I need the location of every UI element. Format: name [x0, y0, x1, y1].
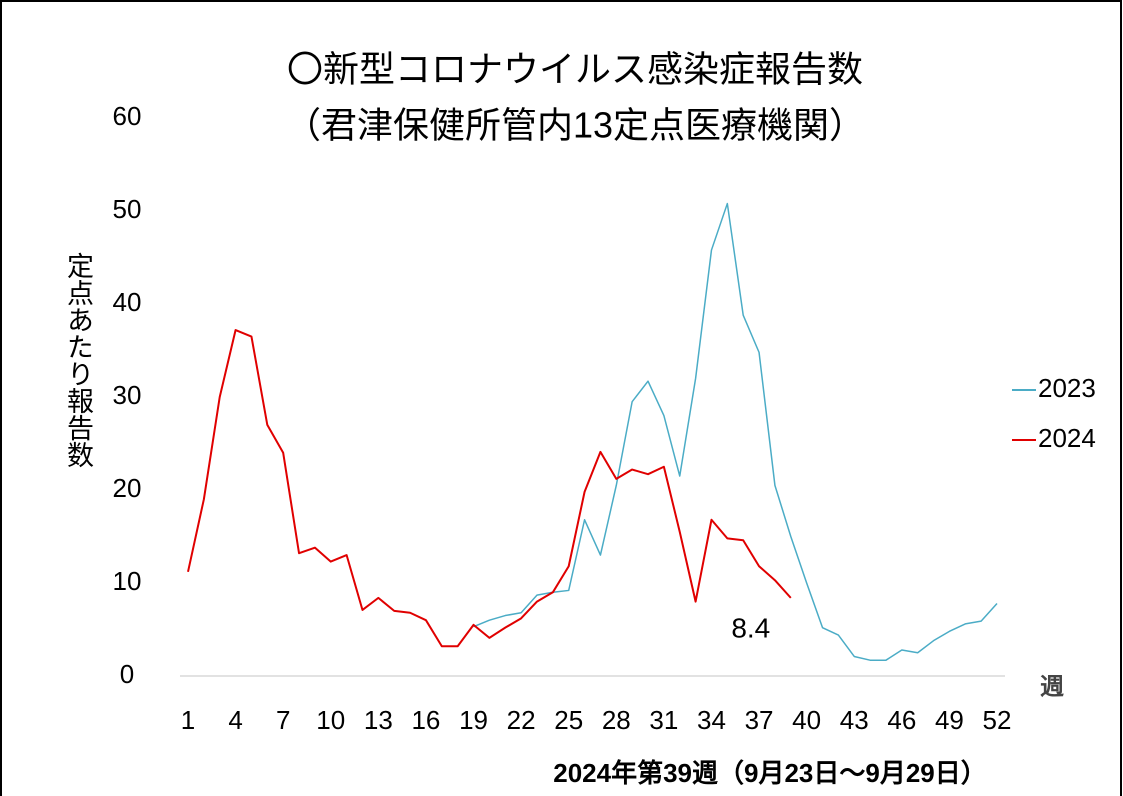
x-tick-label: 52 [983, 705, 1012, 735]
legend-label: 2023 [1038, 373, 1096, 403]
x-tick-label: 46 [887, 705, 916, 735]
y-tick-label: 20 [113, 473, 142, 503]
footer-note: 2024年第39週（9月23日～9月29日） [553, 758, 987, 788]
x-tick-label: 40 [792, 705, 821, 735]
y-tick-label: 0 [120, 659, 134, 689]
x-tick-label: 28 [602, 705, 631, 735]
x-tick-label: 31 [649, 705, 678, 735]
x-tick-label: 25 [554, 705, 583, 735]
x-tick-label: 22 [507, 705, 536, 735]
x-tick-label: 13 [364, 705, 393, 735]
y-tick-label: 60 [113, 101, 142, 131]
x-tick-label: 37 [745, 705, 774, 735]
data-label: 8.4 [731, 612, 770, 643]
x-axis-label: 週 [1040, 673, 1064, 700]
x-tick-label: 10 [316, 705, 345, 735]
y-axis-label: 定点あたり報告数 [63, 252, 94, 468]
x-tick-label: 43 [840, 705, 869, 735]
series-line [473, 202, 998, 661]
x-tick-label: 16 [411, 705, 440, 735]
x-tick-label: 19 [459, 705, 488, 735]
x-tick-label: 4 [228, 705, 242, 735]
chart-subtitle: （君津保健所管内13定点医療機関） [285, 105, 865, 146]
y-tick-label: 50 [113, 194, 142, 224]
y-tick-label: 40 [113, 287, 142, 317]
y-tick-label: 10 [113, 566, 142, 596]
series-line [187, 329, 792, 648]
x-tick-label: 49 [935, 705, 964, 735]
x-tick-label: 7 [276, 705, 290, 735]
y-tick-label: 30 [113, 380, 142, 410]
x-tick-label: 34 [697, 705, 726, 735]
x-tick-label: 1 [181, 705, 195, 735]
chart-title: 〇新型コロナウイルス感染症報告数 [287, 49, 863, 90]
legend-label: 2024 [1038, 423, 1096, 453]
